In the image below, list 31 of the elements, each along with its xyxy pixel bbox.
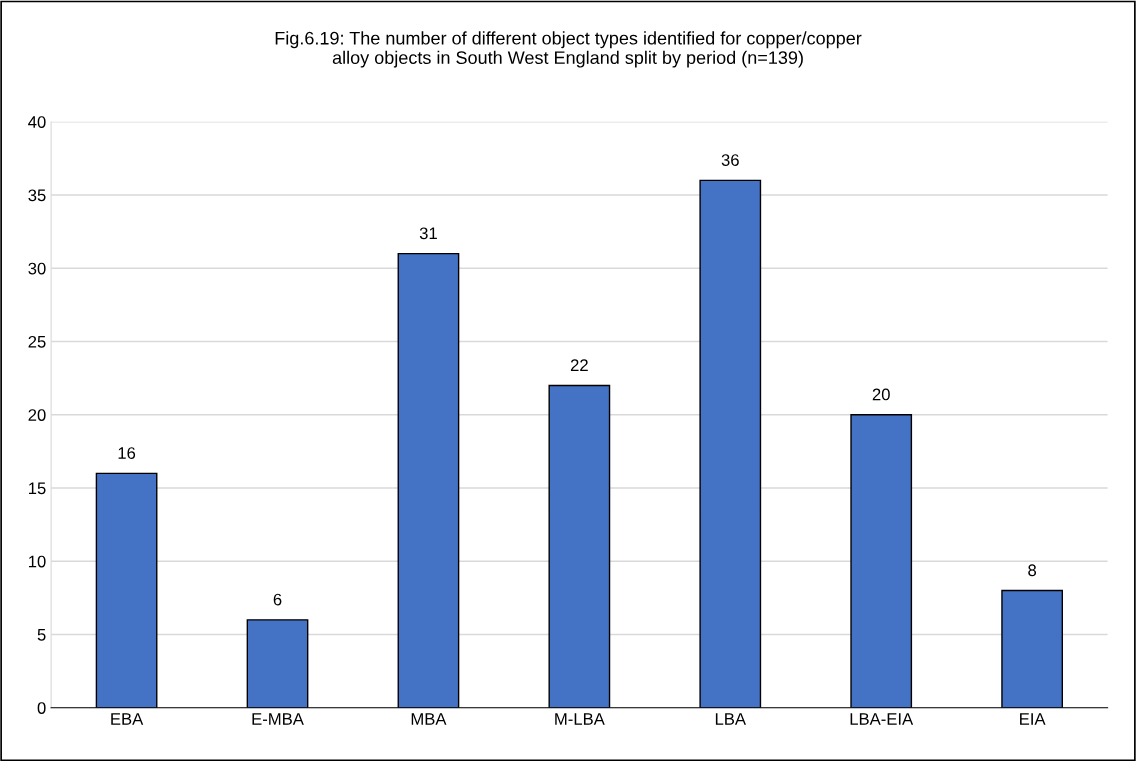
y-tick-label: 30 [28, 262, 46, 275]
data-label: 8 [1028, 564, 1037, 577]
x-tick-label: LBA [715, 713, 746, 725]
y-tick-label: 15 [28, 482, 46, 495]
y-tick-label: 0 [37, 702, 46, 714]
x-tick-label: M-LBA [555, 713, 605, 725]
bar [699, 179, 762, 708]
data-label: 20 [872, 388, 890, 401]
bar [246, 619, 309, 708]
bar [95, 472, 158, 708]
bar [1001, 589, 1064, 708]
y-tick-label: 40 [28, 116, 46, 128]
x-tick-label: LBA-EIA [850, 713, 914, 725]
y-tick-label: 5 [37, 629, 46, 641]
chart-title: Fig.6.19: The number of different object types identified for copper/copper alloy objects in South West England split by period (n=139) [275, 31, 862, 68]
x-tick-label: EIA [1020, 713, 1046, 725]
x-tick-label: MBA [411, 713, 447, 725]
data-label: 31 [419, 227, 437, 240]
data-label: 16 [118, 447, 136, 459]
data-label: 36 [721, 154, 739, 166]
y-tick-label: 20 [28, 409, 46, 421]
bar [397, 252, 460, 708]
data-label: 22 [570, 359, 588, 371]
x-tick-label: EBA [111, 713, 144, 725]
x-tick-label: E-MBA [252, 713, 304, 725]
y-tick-label: 10 [28, 555, 46, 568]
data-label: 6 [273, 593, 282, 606]
bar [850, 414, 913, 708]
y-tick-label: 25 [28, 335, 46, 348]
y-tick-label: 35 [28, 189, 46, 202]
bar [548, 384, 611, 708]
